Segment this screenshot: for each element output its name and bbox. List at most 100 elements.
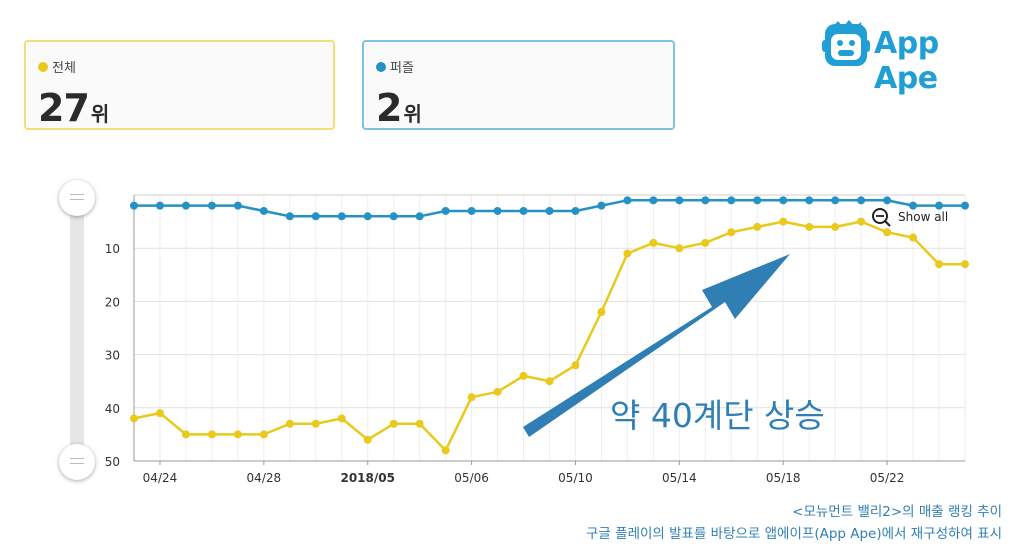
data-point-puzzle bbox=[805, 196, 814, 205]
data-point-puzzle bbox=[130, 201, 138, 210]
puzzle-card-value: 2 위 bbox=[376, 86, 422, 130]
data-point-total bbox=[233, 430, 242, 439]
data-point-total bbox=[311, 419, 320, 428]
y-tick-label: 50 bbox=[105, 455, 120, 469]
total-legend-dot bbox=[38, 61, 48, 72]
puzzle-rank-card: 퍼즐 2 위 bbox=[362, 40, 675, 130]
data-point-puzzle bbox=[727, 196, 736, 205]
chart-axes: 10 20 30 40 50 04/24 04/28 2018/05 05/06 05/10 05/… bbox=[105, 194, 965, 485]
chart-series bbox=[130, 196, 969, 455]
data-point-puzzle bbox=[441, 206, 450, 215]
range-slider-top-handle[interactable] bbox=[59, 180, 95, 216]
data-point-puzzle bbox=[415, 212, 424, 221]
total-rank-number: 27 bbox=[38, 86, 90, 130]
total-rank-unit: 위 bbox=[90, 102, 110, 126]
x-tick-label: 05/10 bbox=[558, 471, 593, 485]
data-point-total bbox=[909, 233, 918, 242]
data-point-puzzle bbox=[233, 201, 242, 210]
data-point-puzzle bbox=[935, 201, 944, 210]
total-rank-card: 전체 27 위 bbox=[24, 40, 335, 130]
data-point-puzzle bbox=[545, 206, 554, 215]
data-point-total bbox=[571, 361, 580, 370]
show-all-button[interactable]: Show all bbox=[872, 208, 948, 227]
y-tick-label: 40 bbox=[105, 402, 120, 416]
data-point-total bbox=[519, 371, 528, 380]
data-point-total bbox=[285, 419, 294, 428]
data-point-puzzle bbox=[363, 212, 372, 221]
data-point-total bbox=[337, 414, 346, 423]
data-point-puzzle bbox=[831, 196, 840, 205]
data-point-puzzle bbox=[493, 206, 502, 215]
puzzle-rank-number: 2 bbox=[376, 86, 402, 130]
data-point-puzzle bbox=[155, 201, 164, 210]
data-point-total bbox=[441, 446, 450, 455]
ape-face-icon bbox=[822, 20, 870, 66]
puzzle-card-label: 퍼즐 bbox=[390, 61, 414, 76]
app-ape-logo: App Ape bbox=[822, 18, 1012, 96]
data-point-puzzle bbox=[701, 196, 710, 205]
logo-text: App Ape bbox=[874, 26, 939, 96]
data-point-total bbox=[259, 430, 268, 439]
data-point-total bbox=[389, 419, 398, 428]
x-tick-label: 05/18 bbox=[766, 471, 801, 485]
data-point-puzzle bbox=[207, 201, 216, 210]
range-slider-track[interactable] bbox=[70, 196, 84, 466]
data-point-total bbox=[597, 308, 606, 317]
x-tick-label: 04/28 bbox=[247, 471, 282, 485]
x-tick-label: 05/06 bbox=[454, 471, 489, 485]
rise-annotation: 약 40계단 상승 bbox=[610, 396, 825, 435]
data-point-total bbox=[649, 238, 658, 247]
data-point-total bbox=[493, 387, 502, 396]
y-tick-label: 30 bbox=[105, 349, 120, 363]
total-card-value: 27 위 bbox=[38, 86, 109, 130]
data-point-puzzle bbox=[623, 196, 632, 205]
data-point-total bbox=[961, 260, 969, 269]
trend-arrow-shape bbox=[523, 254, 790, 437]
data-point-puzzle bbox=[571, 206, 580, 215]
data-point-total bbox=[467, 393, 476, 402]
data-point-total bbox=[415, 419, 424, 428]
x-tick-label: 05/14 bbox=[662, 471, 697, 485]
data-point-puzzle bbox=[389, 212, 398, 221]
data-point-total bbox=[545, 377, 554, 386]
data-point-total bbox=[727, 228, 736, 237]
data-point-puzzle bbox=[909, 201, 918, 210]
x-tick-label: 2018/05 bbox=[340, 471, 394, 485]
puzzle-card-header: 퍼즐 bbox=[376, 57, 414, 76]
data-point-puzzle bbox=[649, 196, 658, 205]
data-point-total bbox=[181, 430, 190, 439]
data-point-puzzle bbox=[675, 196, 684, 205]
data-point-total bbox=[623, 249, 632, 258]
data-point-total bbox=[675, 244, 684, 253]
data-point-puzzle bbox=[519, 206, 528, 215]
data-point-puzzle bbox=[311, 212, 320, 221]
x-tick-label: 05/22 bbox=[870, 471, 905, 485]
data-point-total bbox=[883, 228, 892, 237]
footnote-source: 구글 플레이의 발표를 바탕으로 앱에이프(App Ape)에서 재구성하여 표… bbox=[586, 526, 1002, 542]
data-point-total bbox=[753, 222, 762, 231]
range-slider-bottom-handle[interactable] bbox=[59, 444, 95, 480]
data-point-puzzle bbox=[259, 206, 268, 215]
data-point-total bbox=[935, 260, 944, 269]
data-point-total bbox=[207, 430, 216, 439]
data-point-puzzle bbox=[961, 201, 969, 210]
data-point-puzzle bbox=[883, 196, 892, 205]
trend-arrow bbox=[523, 254, 790, 437]
total-card-header: 전체 bbox=[38, 57, 76, 76]
data-point-total bbox=[857, 217, 866, 226]
data-point-total bbox=[805, 222, 814, 231]
data-point-total bbox=[831, 222, 840, 231]
data-point-puzzle bbox=[779, 196, 788, 205]
data-point-puzzle bbox=[285, 212, 294, 221]
data-point-puzzle bbox=[467, 206, 476, 215]
zoom-out-icon bbox=[872, 208, 888, 224]
data-point-puzzle bbox=[753, 196, 762, 205]
data-point-total bbox=[363, 435, 372, 444]
total-card-label: 전체 bbox=[52, 61, 76, 76]
y-tick-label: 20 bbox=[105, 295, 120, 309]
y-tick-label: 10 bbox=[105, 242, 120, 256]
data-point-total bbox=[701, 238, 710, 247]
data-point-total bbox=[779, 217, 788, 226]
show-all-label: Show all bbox=[898, 210, 948, 224]
